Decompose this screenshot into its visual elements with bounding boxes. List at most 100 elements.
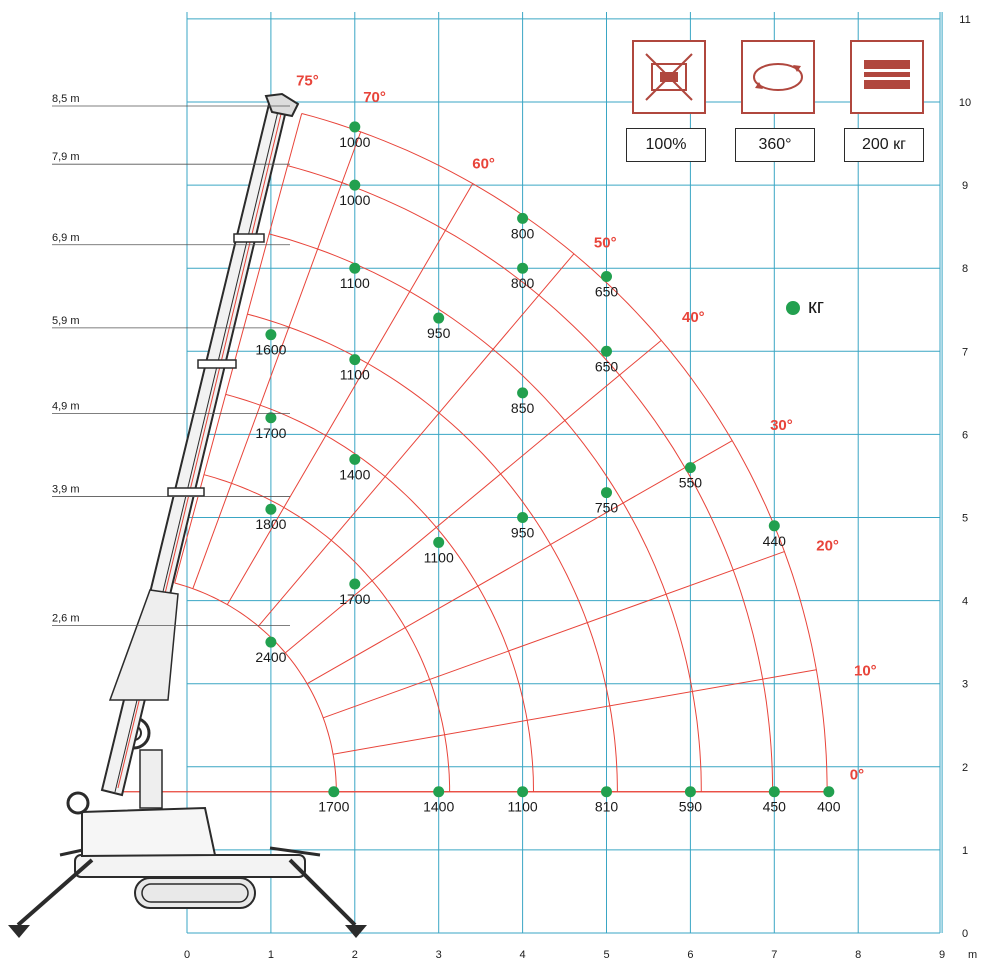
load-point [265,412,277,424]
angle-label: 75° [296,72,319,89]
x-axis-unit: m [968,949,977,961]
load-label: 550 [679,475,703,491]
angle-line-1 [192,131,362,589]
angle-label: 0° [850,766,864,783]
x-tick-label: 0 [184,949,190,961]
boom-length-label: 8,5 m [52,93,80,105]
load-label: 1100 [424,549,454,565]
y-tick-label: 11 [959,14,970,26]
load-label: 590 [679,799,703,815]
load-point [433,786,445,798]
load-label: 440 [763,533,787,549]
load-label: 650 [595,358,619,374]
y-tick-label: 4 [962,596,968,608]
load-point [433,536,445,548]
load-point [823,786,835,798]
x-tick-label: 7 [771,949,777,961]
grid [186,12,943,934]
load-label: 1100 [340,367,370,383]
load-point [684,462,696,474]
boom-arc-4 [225,393,534,792]
y-tick-label: 6 [962,429,968,441]
x-tick-label: 5 [603,949,609,961]
load-label: 1600 [255,342,286,358]
badge-caption: 360° [735,128,815,162]
load-points: 1000 1000 800 1100 800 650 1600 950 1100 650 850 17… [255,121,841,815]
boom-length-label: 7,9 m [52,151,80,163]
load-point [349,121,361,133]
x-tick-label: 8 [855,949,861,961]
load-point [768,520,780,532]
angle-label: 20° [816,538,839,555]
x-tick-label: 9 [939,949,945,961]
legend: кг [786,296,824,319]
load-label: 1100 [508,799,538,815]
angle-label: 30° [770,417,793,434]
outrigger-icon [632,40,706,114]
angle-line-3 [258,253,575,627]
load-label: 1000 [339,192,370,208]
load-point [349,578,361,590]
boom-arc-5 [203,474,451,792]
load-label: 400 [817,799,841,815]
boom-length-label: 2,6 m [52,612,80,624]
load-point [265,503,277,515]
legend-dot [786,300,800,315]
load-point [517,212,529,224]
load-point [601,487,612,499]
load-point [601,271,612,283]
angle-label: 10° [854,662,877,679]
load-point [349,453,361,465]
y-tick-label: 10 [959,97,971,109]
boom-arc-0 [301,113,828,792]
y-tick-label: 2 [962,762,968,774]
load-label: 1400 [423,799,454,815]
load-point [328,786,340,798]
load-label: 450 [763,799,787,815]
boom-length-label: 4,9 m [52,400,80,412]
angle-label: 40° [682,309,705,326]
load-point [684,786,696,798]
angle-line-4 [284,339,662,654]
load-point [433,312,445,324]
weight-icon [850,40,924,114]
boom-arc-2 [268,233,702,792]
load-point [349,262,361,274]
load-label: 850 [511,400,535,416]
load-point [349,179,361,191]
load-point [265,329,277,341]
load-label: 1700 [255,425,286,441]
badge-caption: 100% [626,128,706,162]
y-tick-label: 1 [962,845,968,857]
y-tick-label: 7 [962,346,968,358]
load-point [517,512,529,523]
load-label: 1100 [340,275,370,291]
load-label: 1700 [318,799,349,815]
load-point [601,345,612,357]
y-tick-label: 0 [962,928,968,940]
load-label: 1000 [339,134,370,150]
load-label: 1700 [339,591,370,607]
y-tick-label: 9 [962,180,968,192]
load-label: 750 [595,500,619,516]
angle-label: 60° [472,155,495,172]
rotation-icon [741,40,815,114]
load-label: 810 [595,799,619,815]
load-point [517,262,529,274]
crane-illustration [8,92,367,938]
load-point [517,387,529,399]
load-label: 800 [511,275,535,291]
legend-label: кг [808,296,825,318]
load-label: 1800 [255,516,286,532]
load-label: 1400 [339,466,370,482]
curves [118,113,829,793]
angle-line-7 [332,669,817,755]
angle-line-0 [174,113,303,584]
boom-length-label: 3,9 m [52,484,80,496]
angle-line-5 [306,440,733,685]
x-tick-label: 2 [352,949,358,961]
boom-length-label: 5,9 m [52,315,80,327]
x-tick-label: 6 [687,949,693,961]
y-tick-label: 5 [962,513,968,525]
